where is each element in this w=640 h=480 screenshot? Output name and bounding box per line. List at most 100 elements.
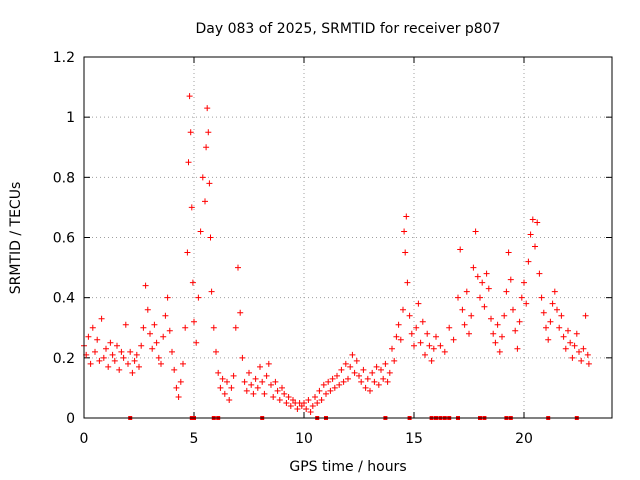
data-point: [325, 378, 332, 385]
data-point: [136, 363, 142, 370]
data-point: [457, 246, 464, 253]
data-point: [428, 357, 435, 364]
data-point: [402, 249, 409, 256]
y-tick-label: 0.4: [53, 291, 75, 307]
data-point: [584, 351, 591, 358]
data-point: [466, 330, 472, 337]
data-point: [406, 312, 413, 319]
data-point: [560, 333, 567, 340]
data-point: [85, 333, 92, 340]
data-point: [523, 300, 530, 307]
data-point: [386, 369, 393, 376]
x-tick-label: 15: [405, 431, 423, 447]
data-point: [204, 105, 211, 112]
data-point: [334, 372, 340, 379]
data-point: [472, 228, 479, 235]
data-point: [140, 324, 147, 331]
data-point: [203, 144, 210, 151]
data-point: [437, 342, 444, 349]
data-point: [389, 345, 395, 352]
data-point: [488, 315, 494, 322]
data-point: [501, 312, 508, 319]
data-point: [239, 354, 246, 361]
data-point: [378, 366, 384, 373]
y-tick-label: 0.2: [53, 351, 75, 367]
data-point: [373, 363, 380, 370]
data-point: [207, 234, 214, 241]
data-point: [499, 333, 505, 340]
data-point: [481, 303, 488, 310]
data-point: [483, 270, 490, 277]
x-axis-label: GPS time / hours: [289, 459, 406, 475]
y-axis-label: SRMTID / TECUs: [8, 182, 24, 295]
y-tick-label: 0.8: [53, 170, 75, 186]
data-point: [177, 378, 184, 385]
data-point: [151, 321, 158, 328]
data-point: [401, 228, 408, 235]
data-point: [116, 366, 123, 373]
data-point: [536, 270, 543, 277]
x-tick-label: 10: [295, 431, 313, 447]
data-point: [318, 396, 325, 403]
data-point: [248, 381, 255, 388]
data-point: [527, 231, 534, 238]
y-tick-label: 0.6: [53, 231, 75, 247]
data-point: [188, 204, 195, 211]
data-point: [367, 387, 373, 394]
data-point: [331, 384, 338, 391]
data-point: [120, 354, 127, 361]
data-point: [138, 342, 145, 349]
data-point: [567, 339, 574, 346]
data-point: [514, 345, 521, 352]
data-point: [305, 396, 312, 403]
data-point: [182, 324, 189, 331]
data-point: [356, 372, 362, 379]
data-point: [281, 390, 288, 397]
data-point: [265, 360, 272, 367]
data-point: [263, 372, 270, 379]
data-point: [283, 399, 290, 406]
data-point: [261, 390, 268, 397]
data-point: [329, 375, 336, 382]
data-point: [232, 324, 239, 331]
data-point: [252, 375, 259, 382]
data-point: [532, 243, 538, 250]
data-point: [272, 378, 279, 385]
data-point: [490, 330, 497, 337]
data-point: [461, 321, 468, 328]
data-point: [419, 318, 426, 325]
data-point: [96, 357, 103, 364]
data-point: [287, 402, 294, 409]
data-point: [349, 351, 356, 358]
data-point: [314, 399, 321, 406]
data-point: [268, 381, 274, 388]
data-point: [142, 282, 149, 289]
data-point: [492, 339, 499, 346]
data-point: [228, 384, 235, 391]
data-point: [98, 315, 105, 322]
data-point: [556, 324, 563, 331]
data-point: [360, 366, 367, 373]
data-point: [131, 357, 138, 364]
data-point: [529, 216, 536, 223]
data-point: [340, 378, 347, 385]
data-point: [507, 276, 514, 283]
data-point: [118, 348, 125, 355]
data-point: [403, 213, 410, 220]
data-point: [503, 288, 510, 295]
data-point: [127, 348, 134, 355]
data-point: [371, 378, 378, 385]
data-point: [298, 402, 305, 409]
data-point: [543, 324, 549, 331]
data-point: [175, 393, 182, 400]
data-point: [290, 396, 296, 403]
data-point: [582, 312, 589, 319]
data-point: [162, 312, 169, 319]
data-point: [312, 393, 318, 400]
data-point: [413, 324, 420, 331]
data-point: [219, 375, 226, 382]
data-point: [384, 378, 391, 385]
data-point: [351, 369, 358, 376]
data-point: [94, 336, 101, 343]
